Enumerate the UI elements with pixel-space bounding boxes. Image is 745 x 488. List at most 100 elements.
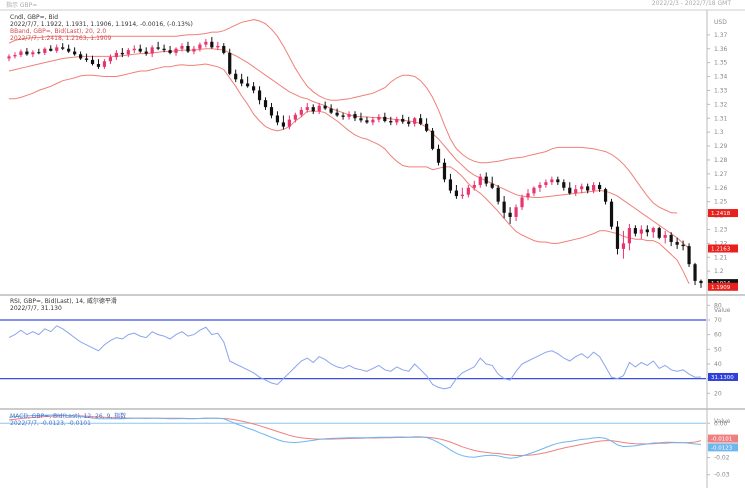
- candlestick: [424, 118, 429, 133]
- candle-body: [627, 228, 632, 244]
- candle-body: [180, 45, 184, 49]
- candle-body: [323, 105, 327, 109]
- candlestick: [454, 184, 459, 199]
- candlestick: [335, 108, 339, 117]
- candlestick: [311, 104, 315, 115]
- candle-body: [138, 48, 142, 52]
- candle-body: [174, 48, 178, 53]
- rsi-line: [8, 325, 702, 390]
- candle-body: [257, 90, 262, 101]
- candlestick: [126, 48, 130, 58]
- candlestick: [222, 43, 226, 55]
- rsi-tick-label: 50: [714, 346, 722, 353]
- candle-body: [275, 115, 280, 123]
- candle-body: [150, 47, 154, 54]
- candlestick: [377, 114, 381, 123]
- candle-body: [681, 244, 685, 247]
- candle-body: [639, 229, 643, 234]
- price-header-values: 2022/7/7, 1.1922, 1.1931, 1.1906, 1.1914…: [10, 21, 193, 28]
- candlestick: [55, 44, 59, 53]
- price-tick-label: 1.29: [714, 143, 728, 150]
- candlestick: [681, 240, 685, 251]
- candlestick: [90, 55, 95, 66]
- price-tick-label: 1.26: [714, 185, 728, 192]
- candle-body: [156, 47, 160, 49]
- bband-header-values: 2022/7/7, 1.2418, 1.2163, 1.1909: [10, 35, 112, 42]
- candle-body: [144, 51, 148, 54]
- candle-body: [502, 201, 506, 213]
- rsi-tick-label: 60: [714, 332, 722, 339]
- candlestick: [108, 54, 113, 65]
- candle-body: [126, 50, 130, 55]
- candle-body: [377, 116, 381, 120]
- candlestick: [407, 116, 411, 127]
- candlestick: [347, 111, 351, 120]
- candlestick: [580, 183, 584, 194]
- candlestick: [19, 49, 23, 58]
- macd-tick-label: -0.03: [714, 472, 730, 479]
- candlestick: [198, 42, 202, 52]
- candlestick: [592, 182, 596, 194]
- candlestick: [657, 226, 661, 240]
- candle-body: [96, 64, 101, 67]
- candle-body: [436, 148, 441, 163]
- window-title: 指示 GBP=: [6, 2, 38, 9]
- candle-body: [210, 41, 214, 48]
- price-tick-label: 1.33: [714, 87, 728, 94]
- candle-body: [84, 58, 89, 60]
- rsi-tick-label: 20: [714, 390, 722, 397]
- candlestick: [192, 45, 196, 55]
- candlestick: [460, 187, 464, 199]
- candle-body: [580, 186, 584, 190]
- candlestick: [532, 186, 536, 197]
- candlestick: [669, 232, 673, 247]
- candle-body: [490, 183, 494, 188]
- candlestick: [216, 41, 220, 51]
- candle-body: [293, 114, 297, 120]
- candle-body: [102, 61, 107, 67]
- candlestick: [174, 47, 178, 56]
- candle-body: [645, 229, 649, 233]
- candlestick: [430, 127, 435, 151]
- macd-marker-label: -0.0101: [711, 437, 732, 443]
- candlestick: [305, 102, 309, 113]
- candlestick: [96, 59, 101, 69]
- candlestick: [675, 237, 679, 249]
- price-tick-label: 1.2: [714, 268, 724, 275]
- bband-lower-line: [9, 63, 690, 285]
- candle-body: [90, 59, 95, 65]
- candle-body: [204, 41, 208, 45]
- candlestick: [359, 112, 363, 123]
- candle-body: [663, 235, 667, 238]
- candle-body: [114, 52, 118, 58]
- candle-body: [269, 107, 274, 116]
- candle-body: [162, 48, 166, 51]
- candle-body: [526, 193, 530, 198]
- candlestick: [472, 180, 476, 191]
- candlestick: [168, 45, 172, 55]
- candle-body: [389, 121, 393, 123]
- candle-body: [222, 45, 226, 53]
- candlestick: [25, 48, 29, 56]
- candle-body: [49, 48, 53, 51]
- candlestick: [693, 262, 697, 286]
- candlestick: [228, 48, 232, 76]
- price-tick-label: 1.21: [714, 254, 728, 261]
- candle-body: [597, 184, 602, 190]
- candlestick: [132, 45, 136, 53]
- candlestick: [61, 43, 65, 51]
- candle-body: [55, 47, 59, 51]
- price-tick-label: 1.36: [714, 46, 728, 53]
- candlestick: [550, 176, 554, 185]
- candlestick: [383, 112, 387, 123]
- candle-body: [401, 118, 405, 122]
- candlestick: [114, 50, 118, 60]
- candle-body: [669, 235, 673, 242]
- candlestick: [120, 48, 124, 58]
- candlestick: [615, 221, 620, 255]
- candlestick: [37, 48, 41, 55]
- price-tick-label: 1.37: [714, 32, 728, 39]
- candlestick: [180, 43, 184, 52]
- price-tick-label: 1.25: [714, 199, 728, 206]
- candle-body: [329, 108, 333, 113]
